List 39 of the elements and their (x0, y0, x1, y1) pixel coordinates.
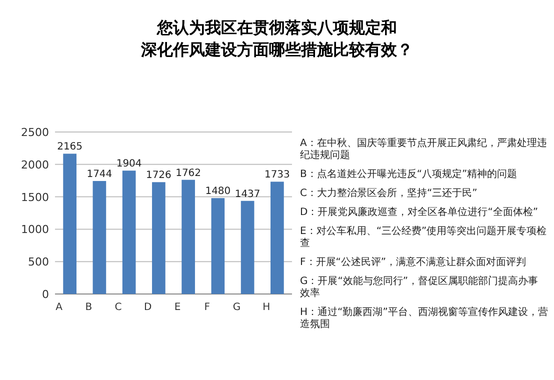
data-label: 1744 (86, 168, 112, 180)
bar (152, 182, 166, 294)
text: D：开展党风廉政巡查，对全区各单位进行“全面体检” (300, 207, 540, 219)
data-label: 1726 (146, 170, 172, 182)
y-tick-label: 2000 (21, 158, 49, 172)
text: G：开展“效能与您同行”，督促区属职能部门提高办事效率 (300, 276, 540, 300)
bar (122, 170, 136, 294)
x-tick-label: A (56, 302, 63, 313)
x-tick-label: F (204, 302, 210, 313)
bar (270, 182, 284, 294)
bar (211, 198, 225, 294)
text: H：通过“勤廉西湖”平台、西湖视窗等宣传作风建设，营造氛围 (300, 307, 548, 331)
chart-title: 您认为我区在贯彻落实八项规定和深化作风建设方面哪些措施比较有效？ (140, 18, 414, 61)
bar (240, 200, 254, 294)
data-label: 1480 (205, 186, 231, 198)
text: A：在中秋、国庆等重要节点开展正风肃纪，严肃处理违纪违规问题 (300, 138, 548, 162)
x-tick-label: B (85, 302, 92, 313)
data-label: 1733 (264, 170, 290, 181)
y-tick-label: 2500 (21, 126, 49, 139)
text: B：点名道姓公开曝光违反“八项规定”精神的问题 (300, 169, 518, 181)
y-tick-label: 1500 (21, 190, 49, 204)
x-tick-label: H (262, 302, 270, 313)
data-label: 1904 (116, 158, 142, 170)
text: E：对公车私用、“三公经费”使用等突出问题开展专项检查 (300, 226, 548, 250)
bar (92, 180, 106, 294)
bar (63, 154, 76, 294)
x-tick-label: E (174, 302, 181, 313)
text: C：大力整治景区会所，坚持“三还于民” (300, 188, 478, 200)
x-tick-label: C (114, 302, 122, 313)
y-tick-label: 0 (42, 288, 49, 301)
data-label: 1437 (234, 188, 260, 200)
y-tick-label: 1000 (21, 223, 49, 236)
bar (182, 180, 195, 294)
text: F：开展“公述民评”，满意不满意让群众面对面评判 (300, 257, 528, 269)
x-tick-label: G (232, 302, 241, 313)
y-tick-label: 500 (28, 256, 49, 269)
x-tick-label: D (144, 302, 152, 313)
data-label: 1762 (176, 168, 202, 179)
data-label: 2165 (57, 142, 83, 153)
